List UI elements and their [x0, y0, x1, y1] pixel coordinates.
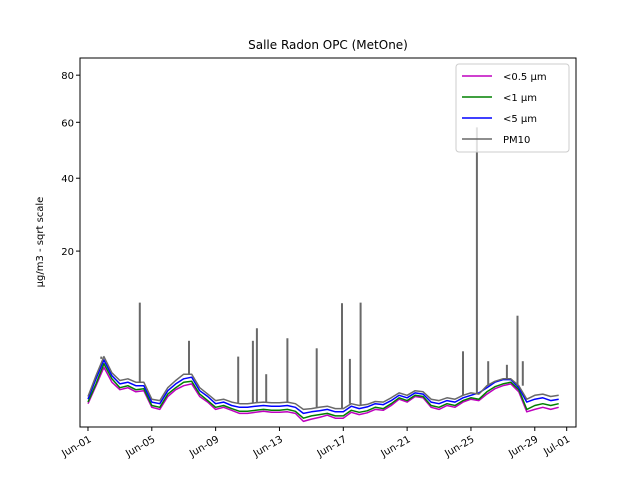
plot-frame [79, 57, 577, 428]
legend-label-1: <0.5 µm [503, 72, 547, 83]
y-axis-label: µg/m3 - sqrt scale [35, 197, 46, 288]
series-line-1 [87, 366, 559, 423]
y-tick-label-1: 20 [61, 247, 74, 258]
chart-title: Salle Radon OPC (MetOne) [248, 38, 408, 52]
y-tick-label-2: 40 [61, 174, 74, 185]
series-line-4 [87, 355, 559, 411]
legend-label-4: PM10 [503, 135, 530, 146]
legend-label-3: <5 µm [503, 114, 537, 125]
legend: <0.5 µm <1 µm <5 µm PM10 [455, 63, 570, 153]
legend-box [455, 63, 570, 153]
y-tick-label-4: 80 [61, 71, 74, 82]
plot-area [87, 127, 559, 423]
series-line-2 [87, 362, 559, 419]
y-tick-label-3: 60 [61, 118, 74, 129]
legend-label-2: <1 µm [503, 93, 537, 104]
y-axis: 20 40 60 80 [61, 71, 80, 258]
